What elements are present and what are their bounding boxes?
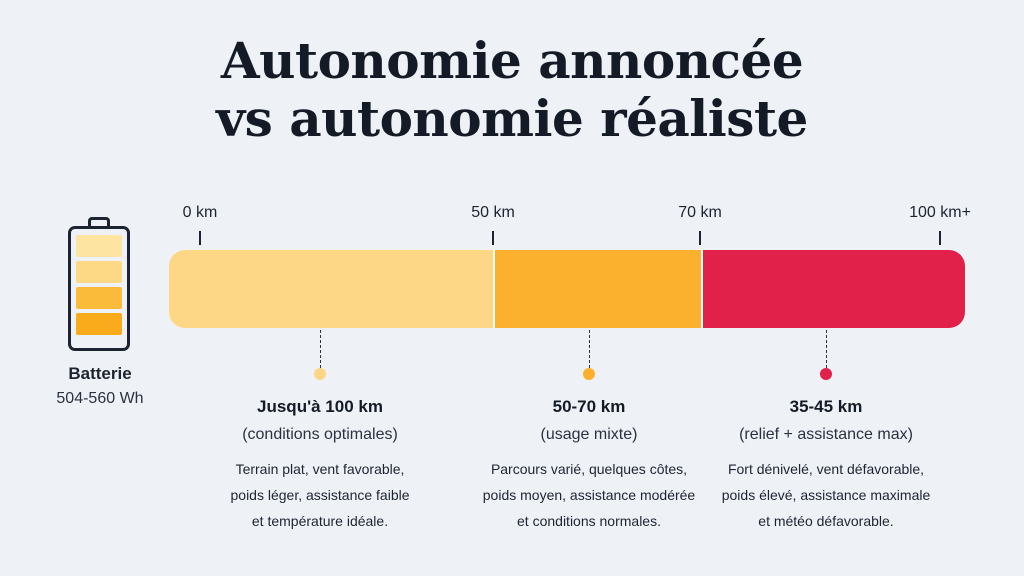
battery-cell-3 [76,287,122,309]
tick-label-0: 0 km [182,204,218,221]
zone-range: Jusqu'à 100 km [257,397,383,416]
connector-mixed [589,330,590,368]
battery-cell-4 [76,313,122,335]
zone-range: 50-70 km [552,397,626,416]
tick-label-100: 100 km+ [909,204,971,221]
segment-optimal [169,250,493,328]
battery-cell-2 [76,261,122,283]
battery-terminal [88,217,110,226]
title-line-1: Autonomie annoncée [220,31,804,90]
segment-mixed [493,250,701,328]
battery-body [68,226,130,351]
connector-optimal [320,330,321,368]
tick-mark-50 [492,231,494,245]
zone-hard: 35-45 km (relief + assistance max) Fort … [706,396,946,534]
zone-condition: (conditions optimales) [242,426,398,443]
tick-label-50: 50 km [471,204,515,221]
zone-condition: (relief + assistance max) [739,426,913,443]
page-title: Autonomie annoncée vs autonomie réaliste [0,32,1024,148]
connector-hard [826,330,827,368]
battery-icon [68,217,130,351]
dot-mixed [583,368,595,380]
dot-optimal [314,368,326,380]
tick-mark-70 [699,231,701,245]
tick-mark-0 [199,231,201,245]
battery-cell-1 [76,235,122,257]
zone-mixed: 50-70 km (usage mixte) Parcours varié, q… [469,396,709,534]
tick-mark-100 [939,231,941,245]
zone-range: 35-45 km [789,397,863,416]
battery-capacity: 504-560 Wh [56,390,144,407]
zone-description: Fort dénivelé, vent défavorable, poids é… [721,461,931,529]
battery-label: Batterie [68,364,132,383]
dot-hard [820,368,832,380]
zone-condition: (usage mixte) [540,426,638,443]
segment-hard [701,250,965,328]
title-line-2: vs autonomie réaliste [216,89,808,148]
range-bar [169,250,965,328]
zone-description: Parcours varié, quelques côtes, poids mo… [482,461,696,529]
zone-description: Terrain plat, vent favorable, poids lége… [230,461,410,529]
tick-label-70: 70 km [678,204,722,221]
zone-optimal: Jusqu'à 100 km (conditions optimales) Te… [200,396,440,534]
